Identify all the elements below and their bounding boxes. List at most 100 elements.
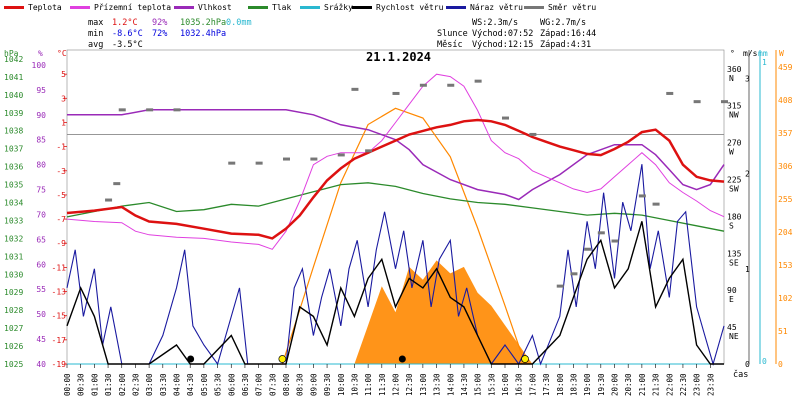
legend-label: Srážky [324,3,353,12]
x-tick-label: 02:30 [131,373,140,396]
legend-swatch [524,6,544,9]
wind-direction-point [392,91,400,95]
compass-label: NE [729,332,739,341]
x-tick-label: 08:00 [282,373,291,396]
legend-swatch [70,6,90,9]
wind-axis-unit: m/s [743,49,758,58]
humidity-tick-label: 100 [32,61,47,70]
solar-tick-label: 408 [778,96,793,105]
x-tick-label: 10:30 [350,373,359,396]
moon-set: Západ:4:31 [540,40,591,50]
direction-tick-label: 90 [727,286,737,295]
wind-direction-point [597,231,605,235]
x-tick-label: 16:00 [501,373,510,396]
temperature-tick-label: -11 [52,263,67,272]
wind-speed-avg: WS:2.3m/s [472,18,518,28]
sun-rise: Východ:07:52 [472,29,533,39]
humidity-tick-label: 55 [36,285,46,294]
x-tick-label: 05:30 [214,373,223,396]
pressure-tick-label: 1036 [4,163,23,172]
sun-set: Západ:16:44 [540,29,596,39]
x-tick-label: 16:30 [515,373,524,396]
x-tick-label: 17:00 [528,373,537,396]
x-tick-label: 11:00 [364,373,373,396]
x-tick-label: 11:30 [378,373,387,396]
stats-min-label: min [88,29,103,39]
rain-tick-label: 1 [762,58,767,67]
solar-tick-label: 102 [778,294,793,303]
legend-label: Přízemní teplota [94,3,171,12]
x-tick-label: 04:30 [186,373,195,396]
x-tick-label: 03:30 [159,373,168,396]
solar-tick-label: 153 [778,261,793,270]
legend-swatch [174,6,194,9]
x-tick-label: 06:30 [241,373,250,396]
x-tick-label: 07:30 [268,373,277,396]
humidity-axis-unit: % [38,49,43,58]
humidity-tick-label: 90 [36,111,46,120]
x-tick-label: 22:30 [679,373,688,396]
wind-direction-point [283,157,290,161]
wind-direction-point [693,100,701,104]
x-tick-label: 19:30 [597,373,606,396]
wind-gust-line [66,164,725,366]
x-tick-label: 01:30 [104,373,113,396]
x-tick-label: 12:30 [405,373,414,396]
wind-direction-point [570,272,578,276]
solar-tick-label: 255 [778,195,793,204]
moon-rise: Východ:12:15 [472,40,533,50]
solar-tick-label: 0 [778,360,783,369]
wind-direction-point [556,284,564,288]
pressure-tick-label: 1031 [4,252,23,261]
humidity-tick-label: 85 [36,136,46,145]
solar-tick-label: 459 [778,63,793,72]
compass-label: NW [729,111,739,120]
compass-label: SW [729,185,739,194]
legend-label: Vlhkost [198,3,232,12]
temperature-tick-label: 3 [61,94,66,103]
wind-direction-point [146,108,154,112]
pressure-tick-label: 1033 [4,216,23,225]
x-tick-label: 21:00 [638,373,647,396]
pressure-tick-label: 1039 [4,109,23,118]
wind-direction-point [721,100,728,104]
legend-label: Teplota [28,3,62,12]
x-tick-label: 13:30 [433,373,442,396]
x-tick-label: 00:00 [63,373,72,396]
x-tick-label: 19:00 [583,373,592,396]
wind-direction-point [611,239,619,243]
temperature-line [66,118,725,240]
wind-direction-point [113,182,121,186]
wind-direction-point [474,79,482,83]
sun-label: Slunce [437,29,468,39]
plot-area [66,73,728,366]
x-tick-label: 20:30 [624,373,633,396]
temperature-tick-label: -7 [56,215,66,224]
wind-direction-point [584,247,592,251]
x-tick-label: 15:30 [487,373,496,396]
x-tick-label: 09:00 [309,373,318,396]
stats-block: max 1.2°C 92% 1035.2hPa 0.0mm min -8.6°C… [88,18,252,50]
wind-tick-label: 0 [745,360,750,369]
solar-tick-label: 306 [778,162,793,171]
x-tick-label: 18:30 [569,373,578,396]
x-tick-label: 08:30 [296,373,305,396]
pressure-tick-label: 1026 [4,342,23,351]
temperature-tick-label: -1 [56,143,66,152]
wind-direction-point [652,202,660,206]
compass-label: N [729,74,734,83]
pressure-tick-label: 1029 [4,288,23,297]
temperature-axis-unit: °C [57,49,67,58]
stats-max-temp: 1.2°C [112,18,138,28]
direction-tick-label: 315 [727,102,742,111]
wind-direction-point [419,83,427,87]
pressure-tick-label: 1041 [4,73,23,82]
legend-swatch [4,6,24,9]
wind-direction-point [529,132,537,136]
x-tick-label: 23:00 [693,373,702,396]
legend-swatch [446,6,466,9]
solar-tick-label: 51 [778,327,788,336]
pressure-tick-label: 1030 [4,270,23,279]
legend-label: Rychlost větru [376,3,444,12]
